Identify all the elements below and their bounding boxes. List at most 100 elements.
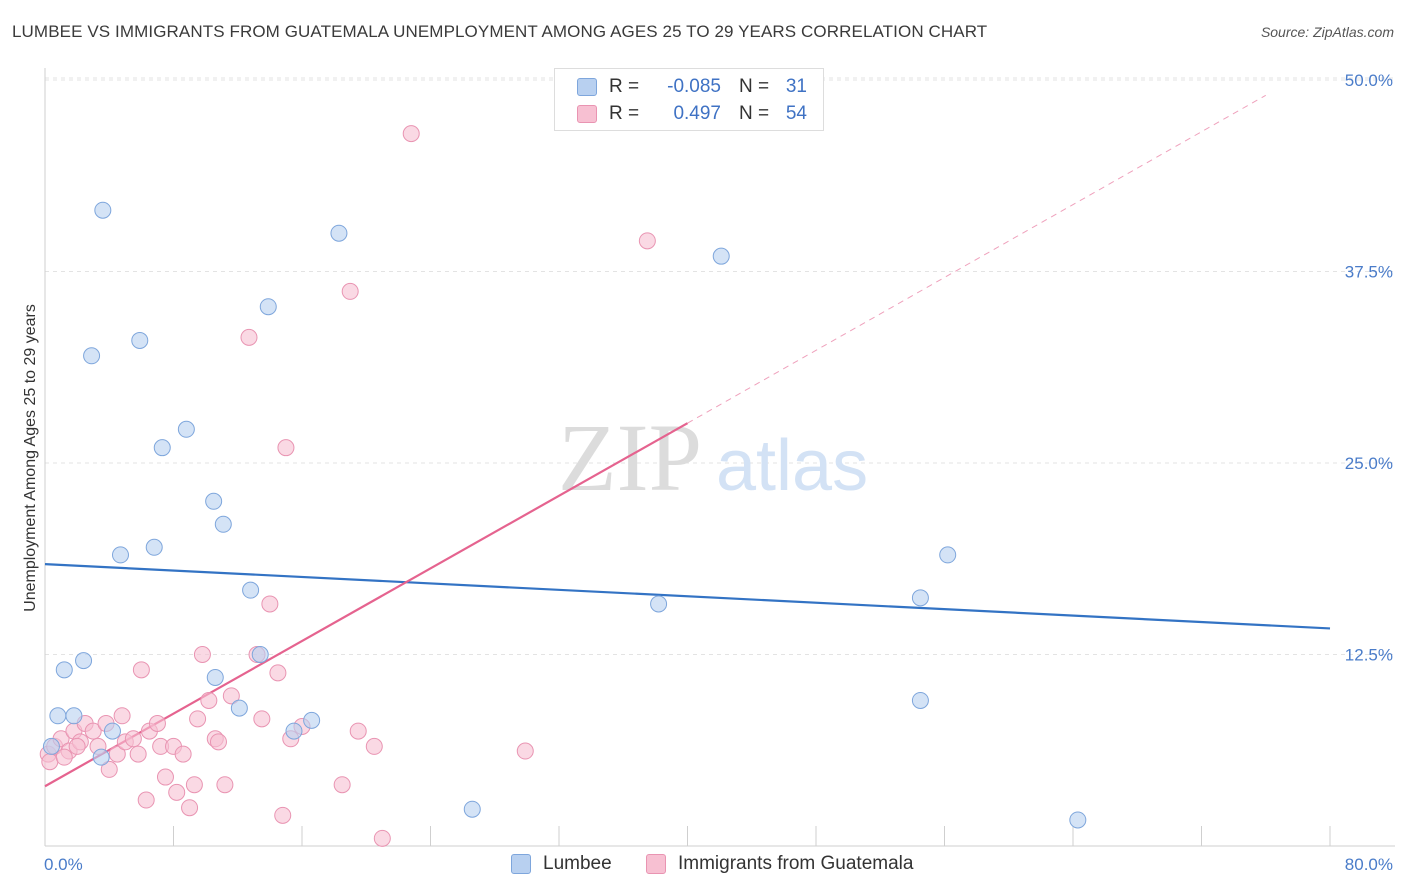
guatemala-point-53: [137, 791, 155, 809]
guatemala-point-24: [181, 799, 199, 817]
lumbee-point-5: [94, 201, 112, 219]
r-value: 0.497: [673, 103, 721, 124]
guatemala-point-37: [269, 664, 287, 682]
guatemala-swatch: [646, 854, 666, 874]
lumbee-point-2: [55, 661, 73, 679]
lumbee-point-16: [242, 581, 260, 599]
lumbee-point-14: [214, 515, 232, 533]
n-label: N =: [739, 76, 770, 97]
guatemala-point-30: [209, 733, 227, 751]
lumbee-point-4: [75, 652, 93, 670]
watermark: ZIP atlas: [558, 404, 868, 511]
lumbee-point-6: [83, 347, 101, 365]
guatemala-point-32: [222, 687, 240, 705]
lumbee-point-17: [259, 298, 277, 316]
y-tick-label-3: 50.0%: [1345, 71, 1393, 90]
n-value: 54: [785, 103, 807, 124]
guatemala-point-47: [402, 125, 420, 143]
lumbee-point-13: [206, 668, 224, 686]
lumbee-point-1: [49, 707, 67, 725]
x-tick-label-1: 80.0%: [1345, 855, 1393, 874]
guatemala-trend-extension: [687, 94, 1266, 424]
gridlines: [45, 77, 1395, 655]
guatemala-point-25: [185, 776, 203, 794]
guatemala-point-22: [168, 783, 186, 801]
guatemala-point-15: [129, 745, 147, 763]
lumbee-point-18: [251, 646, 269, 663]
r-value: -0.085: [667, 76, 721, 97]
guatemala-point-33: [240, 328, 258, 346]
legend-label-guatemala: Immigrants from Guatemala: [678, 853, 914, 874]
lumbee-point-23: [103, 722, 121, 740]
watermark-atlas: atlas: [716, 426, 868, 506]
chart-title: LUMBEE VS IMMIGRANTS FROM GUATEMALA UNEM…: [12, 22, 988, 41]
n-value: 31: [785, 76, 807, 97]
guatemala-point-46: [373, 829, 391, 847]
lumbee-swatch: [511, 854, 531, 874]
guatemala-point-20: [156, 768, 174, 786]
guatemala-point-35: [253, 710, 271, 728]
guatemala-point-43: [341, 282, 359, 300]
y-axis-label: Unemployment Among Ages 25 to 29 years: [22, 304, 39, 612]
guatemala-point-28: [200, 691, 218, 709]
y-tick-label-2: 37.5%: [1345, 263, 1393, 282]
legend-label-lumbee: Lumbee: [543, 853, 612, 874]
guatemala-point-36: [261, 595, 279, 613]
series-legend: Lumbee Immigrants from Guatemala: [0, 853, 1406, 877]
guatemala-swatch: [577, 105, 597, 123]
guatemala-point-16: [132, 661, 150, 679]
guatemala-point-18: [148, 714, 166, 732]
lumbee-point-21: [330, 224, 348, 242]
lumbee-point-10: [145, 538, 163, 556]
guatemala-point-45: [365, 737, 383, 755]
guatemala-point-50: [41, 753, 59, 771]
n-label: N =: [739, 103, 770, 124]
legend-row-guatemala: R = 0.497 N = 54: [577, 102, 807, 126]
lumbee-point-27: [911, 589, 929, 607]
guatemala-point-52: [68, 737, 86, 755]
guatemala-point-49: [638, 232, 656, 250]
lumbee-point-22: [92, 748, 110, 766]
guatemala-point-26: [189, 710, 207, 728]
lumbee-point-28: [939, 546, 957, 564]
guatemala-point-23: [174, 745, 192, 763]
data-points: [39, 125, 1087, 847]
r-label: R =: [609, 76, 640, 97]
lumbee-point-26: [712, 247, 730, 265]
r-label: R =: [609, 103, 640, 124]
lumbee-point-8: [111, 546, 129, 564]
lumbee-point-12: [205, 492, 223, 510]
stats-legend: R = -0.085 N = 31 R = 0.497 N = 54: [554, 68, 824, 131]
lumbee-point-9: [153, 439, 171, 457]
legend-item-guatemala: Immigrants from Guatemala: [646, 853, 913, 875]
lumbee-trend-line: [44, 563, 1331, 630]
lumbee-point-29: [911, 691, 929, 709]
guatemala-point-7: [84, 722, 102, 740]
watermark-zip: ZIP: [558, 404, 702, 511]
x-tick-label-0: 0.0%: [44, 855, 83, 874]
guatemala-point-51: [55, 748, 73, 766]
guatemala-point-11: [108, 745, 126, 763]
lumbee-swatch: [577, 78, 597, 96]
lumbee-point-19: [285, 722, 303, 740]
guatemala-point-44: [349, 722, 367, 740]
tick-labels: 12.5% 25.0% 37.5% 50.0% 0.0% 80.0%: [44, 71, 1393, 874]
lumbee-point-25: [650, 595, 668, 613]
y-tick-label-1: 25.0%: [1345, 454, 1393, 473]
lumbee-point-7: [131, 331, 149, 349]
guatemala-point-10: [100, 760, 118, 778]
lumbee-point-20: [303, 711, 321, 729]
guatemala-point-14: [124, 730, 142, 748]
lumbee-point-15: [230, 699, 248, 717]
legend-row-lumbee: R = -0.085 N = 31: [577, 75, 807, 99]
chart-source: Source: ZipAtlas.com: [1260, 24, 1394, 40]
axes: [44, 68, 1395, 847]
guatemala-point-48: [516, 742, 534, 760]
guatemala-point-42: [333, 776, 351, 794]
lumbee-point-3: [65, 707, 83, 725]
legend-item-lumbee: Lumbee: [511, 853, 612, 875]
lumbee-point-11: [177, 420, 195, 438]
y-tick-label-0: 12.5%: [1345, 646, 1393, 665]
lumbee-point-30: [1069, 811, 1087, 829]
